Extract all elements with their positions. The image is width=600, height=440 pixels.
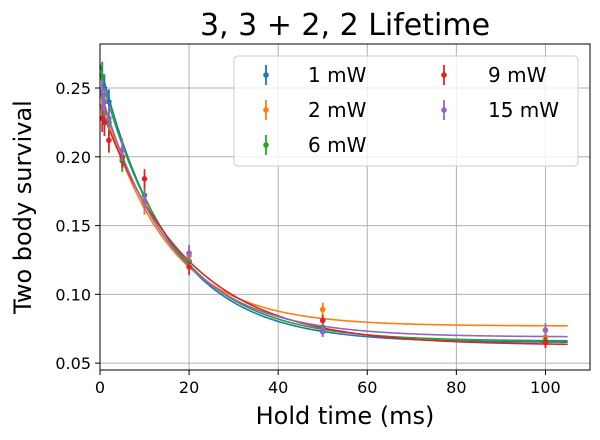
data-point (106, 115, 112, 122)
legend-label: 9 mW (488, 63, 547, 87)
y-tick-label: 0.10 (55, 285, 91, 304)
y-axis-ticks: 0.05 0.10 0.15 0.20 0.25 (55, 79, 100, 373)
legend-box (233, 55, 579, 167)
fit-curve (99, 104, 568, 346)
data-point (106, 137, 112, 144)
legend-label: 2 mW (308, 98, 367, 122)
data-points (99, 61, 549, 348)
data-point (141, 176, 148, 182)
legend-marker (263, 72, 269, 78)
data-point (186, 264, 192, 270)
legend-label: 1 mW (308, 63, 367, 87)
legend-entry: 6 mW (263, 133, 367, 157)
data-point (186, 250, 192, 256)
data-point (319, 306, 326, 313)
data-point (106, 98, 112, 105)
x-tick-label: 80 (446, 378, 466, 397)
legend-entry: 15 mW (441, 98, 559, 122)
data-point (542, 327, 549, 333)
x-tick-label: 20 (179, 378, 199, 397)
legend-marker (263, 142, 269, 148)
legend-marker (441, 107, 447, 113)
x-tick-label: 60 (357, 378, 377, 397)
y-tick-label: 0.05 (55, 354, 91, 373)
legend-marker (263, 107, 269, 113)
data-point (141, 198, 148, 204)
legend: 1 mW 2 mW 6 mW 9 mW 15 mW (233, 55, 579, 167)
y-tick-label: 0.25 (55, 79, 91, 98)
data-point (319, 317, 326, 324)
series-points (99, 79, 549, 337)
legend-marker (441, 72, 447, 78)
fit-curve (99, 89, 568, 338)
data-point (119, 147, 126, 153)
fit-curve (99, 64, 568, 343)
data-point (101, 119, 108, 126)
legend-label: 15 mW (488, 98, 559, 122)
data-point (101, 98, 108, 105)
x-axis-ticks: 0 20 40 60 80 100 (95, 370, 561, 397)
y-axis-label: Two body survival (9, 100, 37, 315)
legend-entry: 9 mW (441, 63, 547, 87)
fit-curves (99, 64, 568, 346)
y-tick-label: 0.15 (55, 217, 91, 236)
data-point (542, 339, 549, 346)
legend-entry: 1 mW (263, 63, 367, 87)
plot-frame (99, 43, 591, 371)
data-point (319, 327, 326, 333)
legend-entry: 2 mW (263, 98, 367, 122)
x-tick-label: 100 (530, 378, 561, 397)
fit-curve (99, 91, 568, 327)
fit-curve (99, 72, 568, 342)
y-tick-label: 0.20 (55, 148, 91, 167)
legend-label: 6 mW (308, 133, 367, 157)
data-point (99, 74, 106, 80)
x-tick-label: 40 (268, 378, 288, 397)
x-axis-label: Hold time (ms) (256, 402, 435, 430)
chart-title: 3, 3 + 2, 2 Lifetime (200, 8, 490, 43)
x-tick-label: 0 (95, 378, 105, 397)
